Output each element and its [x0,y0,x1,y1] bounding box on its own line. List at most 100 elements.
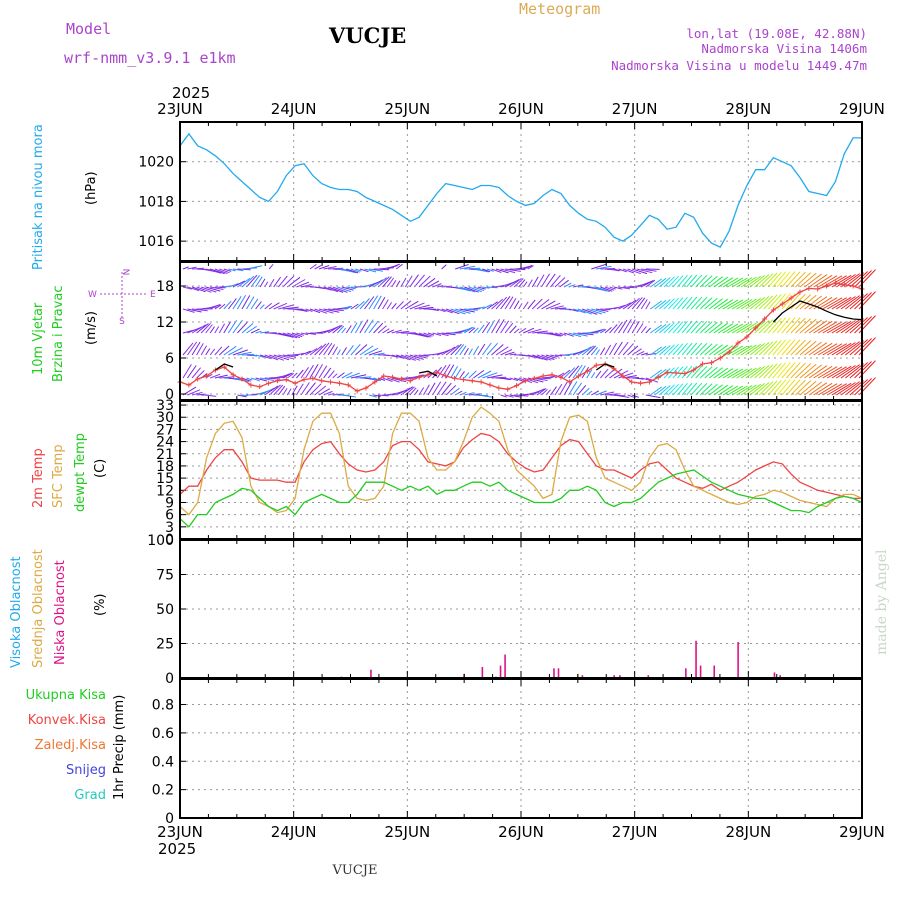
wind-barb [813,342,833,356]
wind-barb [845,272,865,288]
wind-barb [663,322,675,334]
wind-barb [504,322,514,334]
wind-barb [781,317,796,334]
wind-barb [695,365,708,379]
wind-barb [228,298,237,310]
wind-barb [790,271,806,288]
wind-barb [509,268,526,271]
wind-barb [672,275,684,288]
wind-barb [273,354,290,361]
wind-barb [845,294,865,310]
wind-barb [840,319,860,334]
pressure-label: Pritisak na nivou mora [31,124,46,270]
wind-barb [745,297,762,310]
wind-barb [423,384,430,396]
sfc-temp-label: SFC Temp [51,444,66,508]
wind-barb [826,343,847,356]
svg-text:E: E [150,290,156,300]
wind-barb [387,354,398,358]
wind-barb [677,342,688,356]
wind-barb [300,367,310,379]
wind-barb [650,300,663,310]
wind-barb [622,268,635,274]
wind-barb [491,268,502,273]
wind-barb [391,329,402,334]
wind-barb [627,268,641,275]
gust-marker [611,366,617,372]
wind-barb [545,302,561,310]
wind-barb [518,303,523,310]
wind-barb [654,299,667,310]
wind-barb [668,343,680,356]
y-tick-label: 15 [156,471,174,487]
year-top: 2025 [172,84,210,102]
wind-barb [432,332,442,336]
gust-marker [806,285,812,291]
wind-barb [540,273,551,288]
wind-barb [686,274,698,288]
wind-barb [441,308,453,314]
wind-barb [455,264,469,270]
wind-barb [314,308,328,314]
x-date-label-bottom: 23JUN [157,823,203,841]
wind-barb [536,388,547,396]
wind-barb [200,286,217,293]
wind-barb [740,367,757,379]
gust-marker [841,282,847,288]
wind-barb [341,347,348,356]
wind-barb [346,305,353,310]
wind-barb [182,342,194,356]
gust-marker [478,379,484,385]
wind-barb [296,332,305,336]
wind-barb [518,327,527,334]
y-tick-label: 6 [165,351,174,367]
wind-barb [663,384,675,396]
wind-barb [763,294,778,310]
wind-barb [359,345,374,356]
wind-barb [708,384,723,396]
wind-barb [545,375,555,379]
wind-barb [849,317,869,334]
footer-station: VUCJE [332,863,378,878]
wind-barb [772,379,787,396]
wind-barb [550,386,557,396]
series-line-wind-0 [179,282,863,392]
wind-barb [228,347,243,356]
wind-barb [808,342,828,356]
wind-barb [200,323,211,334]
wind-barb [418,306,434,310]
wind-barb [654,277,667,288]
wind-barb [246,377,253,381]
wind-barb [445,308,460,315]
wind-barb [282,306,299,310]
wind-barb [445,385,457,396]
wind-barb [727,368,744,379]
wind-barb [414,332,429,338]
wind-barb [776,379,791,396]
wind-barb [804,319,822,334]
wind-barb [364,319,374,334]
wind-barb [268,384,281,396]
wind-barb [327,324,341,334]
gust-marker [646,379,652,385]
wind-barb [600,328,607,334]
wind-barb [414,354,427,359]
wind-barb [332,286,348,293]
wind-barb [840,341,860,356]
wind-barb [659,299,671,310]
wind-barb [368,279,384,288]
wind-barb [477,268,489,273]
wind-label-2: Brzina i Pravac [51,285,66,382]
wind-barb [332,393,342,396]
wind-barb [250,298,259,310]
wind-barb [640,299,648,310]
wind-barb [536,274,545,288]
wind-barb [228,283,239,288]
wind-barb [636,377,644,380]
gust-marker [717,355,723,361]
wind-barb [572,364,583,379]
wind-barb [822,366,843,379]
wind-barb [486,342,498,356]
wind-barb [395,387,411,396]
wind-barb [668,321,680,334]
